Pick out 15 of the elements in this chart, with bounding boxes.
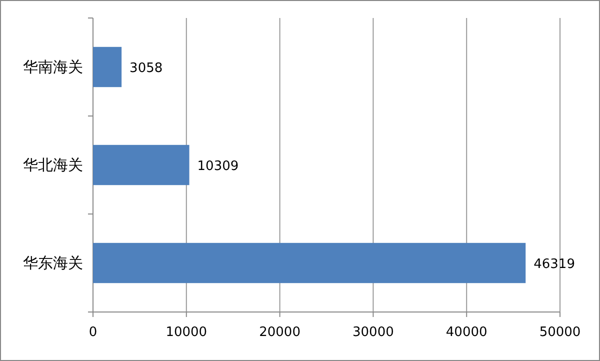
x-tick-label: 10000	[166, 325, 208, 340]
x-tick-label: 40000	[446, 325, 488, 340]
data-label: 3058	[130, 61, 163, 76]
y-tick-label: 华南海关	[23, 58, 83, 76]
x-tick-label: 30000	[352, 325, 394, 340]
data-label: 46319	[534, 257, 575, 272]
x-tick-label: 0	[88, 325, 98, 340]
x-tick-label: 50000	[539, 325, 581, 340]
x-tick-label: 20000	[259, 325, 300, 340]
bar	[93, 46, 122, 88]
bar	[93, 144, 190, 186]
y-tick-label: 华东海关	[23, 254, 83, 272]
data-label: 10309	[197, 159, 239, 174]
bar	[93, 242, 526, 284]
y-tick-label: 华北海关	[23, 156, 83, 174]
